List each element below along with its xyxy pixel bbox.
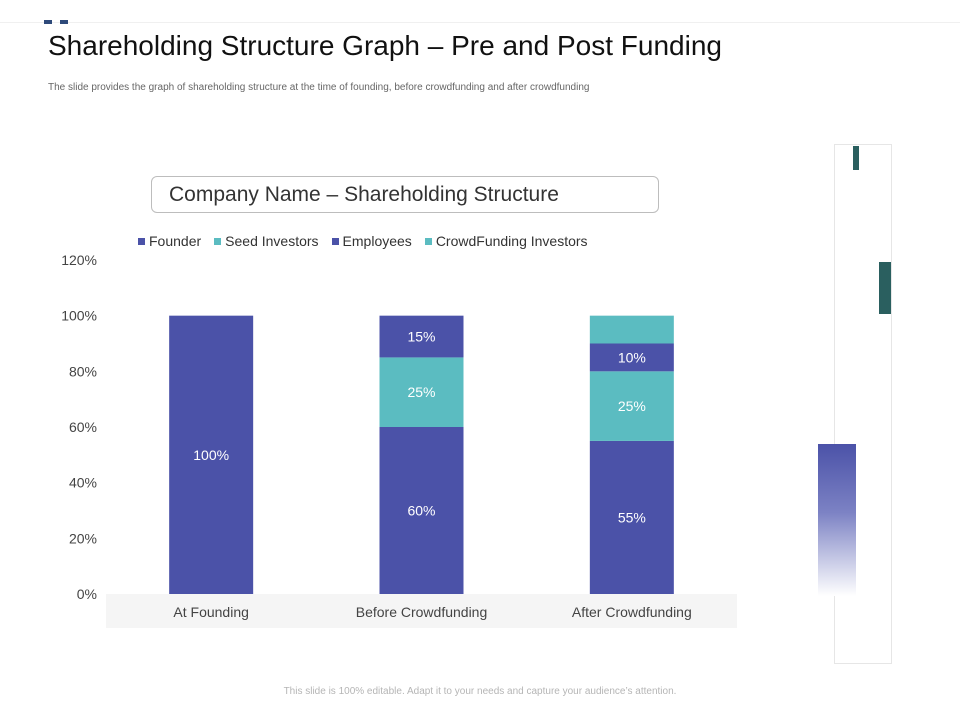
bar-seed-investors-after-crowdfunding bbox=[589, 371, 674, 441]
legend-swatch-crowdfunding-investors bbox=[424, 237, 432, 245]
data-label: 100% bbox=[193, 447, 229, 463]
legend-label-founder: Founder bbox=[149, 233, 202, 249]
legend-item-employees: Employees bbox=[331, 233, 412, 249]
legend-swatch-founder bbox=[138, 237, 145, 245]
corner-mark-right bbox=[60, 20, 68, 24]
page-title: Shareholding Structure Graph – Pre and P… bbox=[48, 30, 722, 61]
bar-seed-investors-before-crowdfunding bbox=[379, 357, 464, 427]
corner-mark-left bbox=[44, 20, 52, 24]
bar-founder-at-founding bbox=[169, 315, 254, 594]
y-tick-label: 0% bbox=[77, 586, 97, 602]
legend-label-crowdfunding-investors: CrowdFunding Investors bbox=[435, 233, 588, 249]
decorative-accent-tall bbox=[879, 262, 891, 314]
legend-swatch-seed-investors bbox=[214, 237, 222, 245]
bar-founder-after-crowdfunding bbox=[589, 440, 674, 594]
page-subtitle: The slide provides the graph of sharehol… bbox=[48, 82, 590, 93]
decorative-accent-small bbox=[853, 146, 859, 170]
y-tick-label: 20% bbox=[69, 530, 97, 546]
bar-employees-after-crowdfunding bbox=[589, 343, 674, 372]
y-tick-label: 40% bbox=[69, 475, 97, 491]
data-label: 60% bbox=[407, 503, 435, 519]
data-label: 25% bbox=[407, 384, 435, 400]
legend-label-seed-investors: Seed Investors bbox=[225, 233, 319, 249]
data-label: 10% bbox=[618, 349, 646, 365]
data-label: 15% bbox=[407, 329, 435, 345]
decorative-gradient-block bbox=[818, 444, 856, 596]
x-tick-label: Before Crowdfunding bbox=[356, 604, 488, 620]
bar-founder-before-crowdfunding bbox=[379, 427, 464, 594]
bar-crowdfunding-investors-after-crowdfunding bbox=[589, 315, 674, 344]
legend-label-employees: Employees bbox=[342, 233, 412, 249]
decorative-frame bbox=[834, 144, 892, 664]
y-tick-label: 120% bbox=[61, 252, 97, 268]
data-label: 25% bbox=[618, 398, 646, 414]
x-axis-band bbox=[106, 594, 737, 628]
legend-item-crowdfunding-investors: CrowdFunding Investors bbox=[424, 233, 588, 249]
y-tick-label: 60% bbox=[69, 419, 97, 435]
top-divider bbox=[0, 22, 960, 23]
y-tick-label: 100% bbox=[61, 308, 97, 324]
chart-title: Company Name – Shareholding Structure bbox=[151, 176, 659, 213]
legend-item-seed-investors: Seed Investors bbox=[214, 233, 319, 249]
chart-legend: Founder Seed Investors Employees CrowdFu… bbox=[138, 233, 601, 249]
y-tick-label: 80% bbox=[69, 363, 97, 379]
legend-swatch-employees bbox=[331, 237, 339, 245]
x-tick-label: At Founding bbox=[173, 604, 249, 620]
legend-item-founder: Founder bbox=[138, 233, 201, 249]
x-tick-label: After Crowdfunding bbox=[572, 604, 692, 620]
data-label: 55% bbox=[618, 509, 646, 525]
footer-note: This slide is 100% editable. Adapt it to… bbox=[283, 686, 677, 697]
bar-employees-before-crowdfunding bbox=[379, 315, 464, 358]
